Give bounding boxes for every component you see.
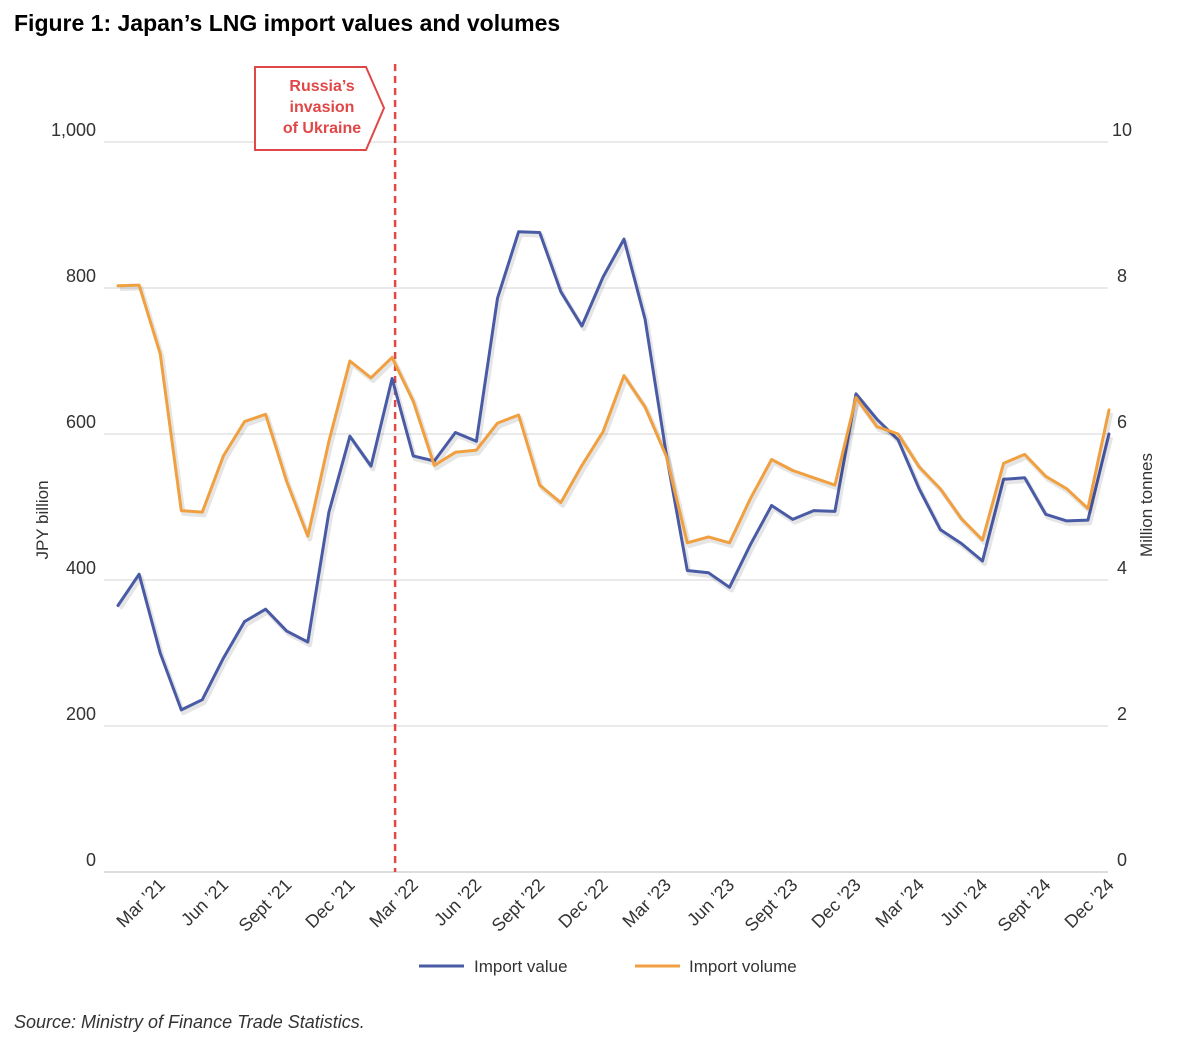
x-tick-label: Mar ’22 xyxy=(365,875,422,932)
right-axis-label: Million tonnes xyxy=(1137,453,1156,557)
annotation-box xyxy=(254,66,386,151)
y-tick-label: 800 xyxy=(66,266,96,286)
x-tick-label: Jun ’21 xyxy=(177,875,232,930)
series-line-import-value xyxy=(116,230,1111,712)
y2-tick-label: 6 xyxy=(1117,412,1127,432)
annotation-text: invasion xyxy=(290,99,355,116)
y2-tick-label: 4 xyxy=(1117,558,1127,578)
x-tick-label: Sept ’23 xyxy=(741,875,802,936)
x-tick-label: Jun ’23 xyxy=(683,875,738,930)
series-shadow xyxy=(118,232,1114,716)
line-chart: 0 200 400 600 800 1,000 0 2 4 6 8 10 JPY billion M… xyxy=(33,64,1156,976)
x-tick-label: Dec ’24 xyxy=(1061,875,1118,932)
y2-tick-label: 8 xyxy=(1117,266,1127,286)
legend-label: Import volume xyxy=(689,957,797,976)
x-tick-label: Jun ’22 xyxy=(430,875,485,930)
x-tick-label: Mar ’24 xyxy=(871,875,928,932)
annotation-text: of Ukraine xyxy=(283,120,361,137)
annotation-text: Russia’s xyxy=(289,78,354,95)
x-tick-label: Dec ’22 xyxy=(554,875,611,932)
left-axis-ticks: 0 200 400 600 800 1,000 xyxy=(51,120,96,870)
y-tick-label: 0 xyxy=(86,850,96,870)
x-tick-label: Sept ’24 xyxy=(994,875,1055,936)
left-axis-label: JPY billion xyxy=(33,480,52,559)
source-note: Source: Ministry of Finance Trade Statis… xyxy=(14,1012,365,1032)
series-lines xyxy=(116,230,1114,716)
x-tick-label: Sept ’22 xyxy=(488,875,549,936)
gridlines xyxy=(104,141,1108,873)
x-tick-label: Sept ’21 xyxy=(235,875,296,936)
y-tick-label: 600 xyxy=(66,412,96,432)
x-tick-label: Dec ’21 xyxy=(301,875,358,932)
y-tick-label: 200 xyxy=(66,704,96,724)
y2-tick-label: 10 xyxy=(1112,120,1132,140)
y-tick-label: 1,000 xyxy=(51,120,96,140)
y2-tick-label: 0 xyxy=(1117,850,1127,870)
legend: Import value Import volume xyxy=(419,957,797,976)
series-line-import-volume xyxy=(116,283,1111,545)
legend-label: Import value xyxy=(474,957,568,976)
x-tick-label: Dec ’23 xyxy=(808,875,865,932)
x-axis-ticks: Mar ’21 Jun ’21 Sept ’21 Dec ’21 Mar ’22 Jun … xyxy=(112,875,1117,936)
series-shadow xyxy=(119,285,1114,549)
x-tick-label: Jun ’24 xyxy=(936,875,991,930)
invasion-annotation: Russia’s invasion of Ukraine xyxy=(254,64,397,872)
x-tick-label: Mar ’21 xyxy=(112,875,169,932)
chart-title: Figure 1: Japan’s LNG import values and … xyxy=(14,10,561,36)
x-tick-label: Mar ’23 xyxy=(618,875,675,932)
y2-tick-label: 2 xyxy=(1117,704,1127,724)
right-axis-ticks: 0 2 4 6 8 10 xyxy=(1112,120,1132,870)
y-tick-label: 400 xyxy=(66,558,96,578)
